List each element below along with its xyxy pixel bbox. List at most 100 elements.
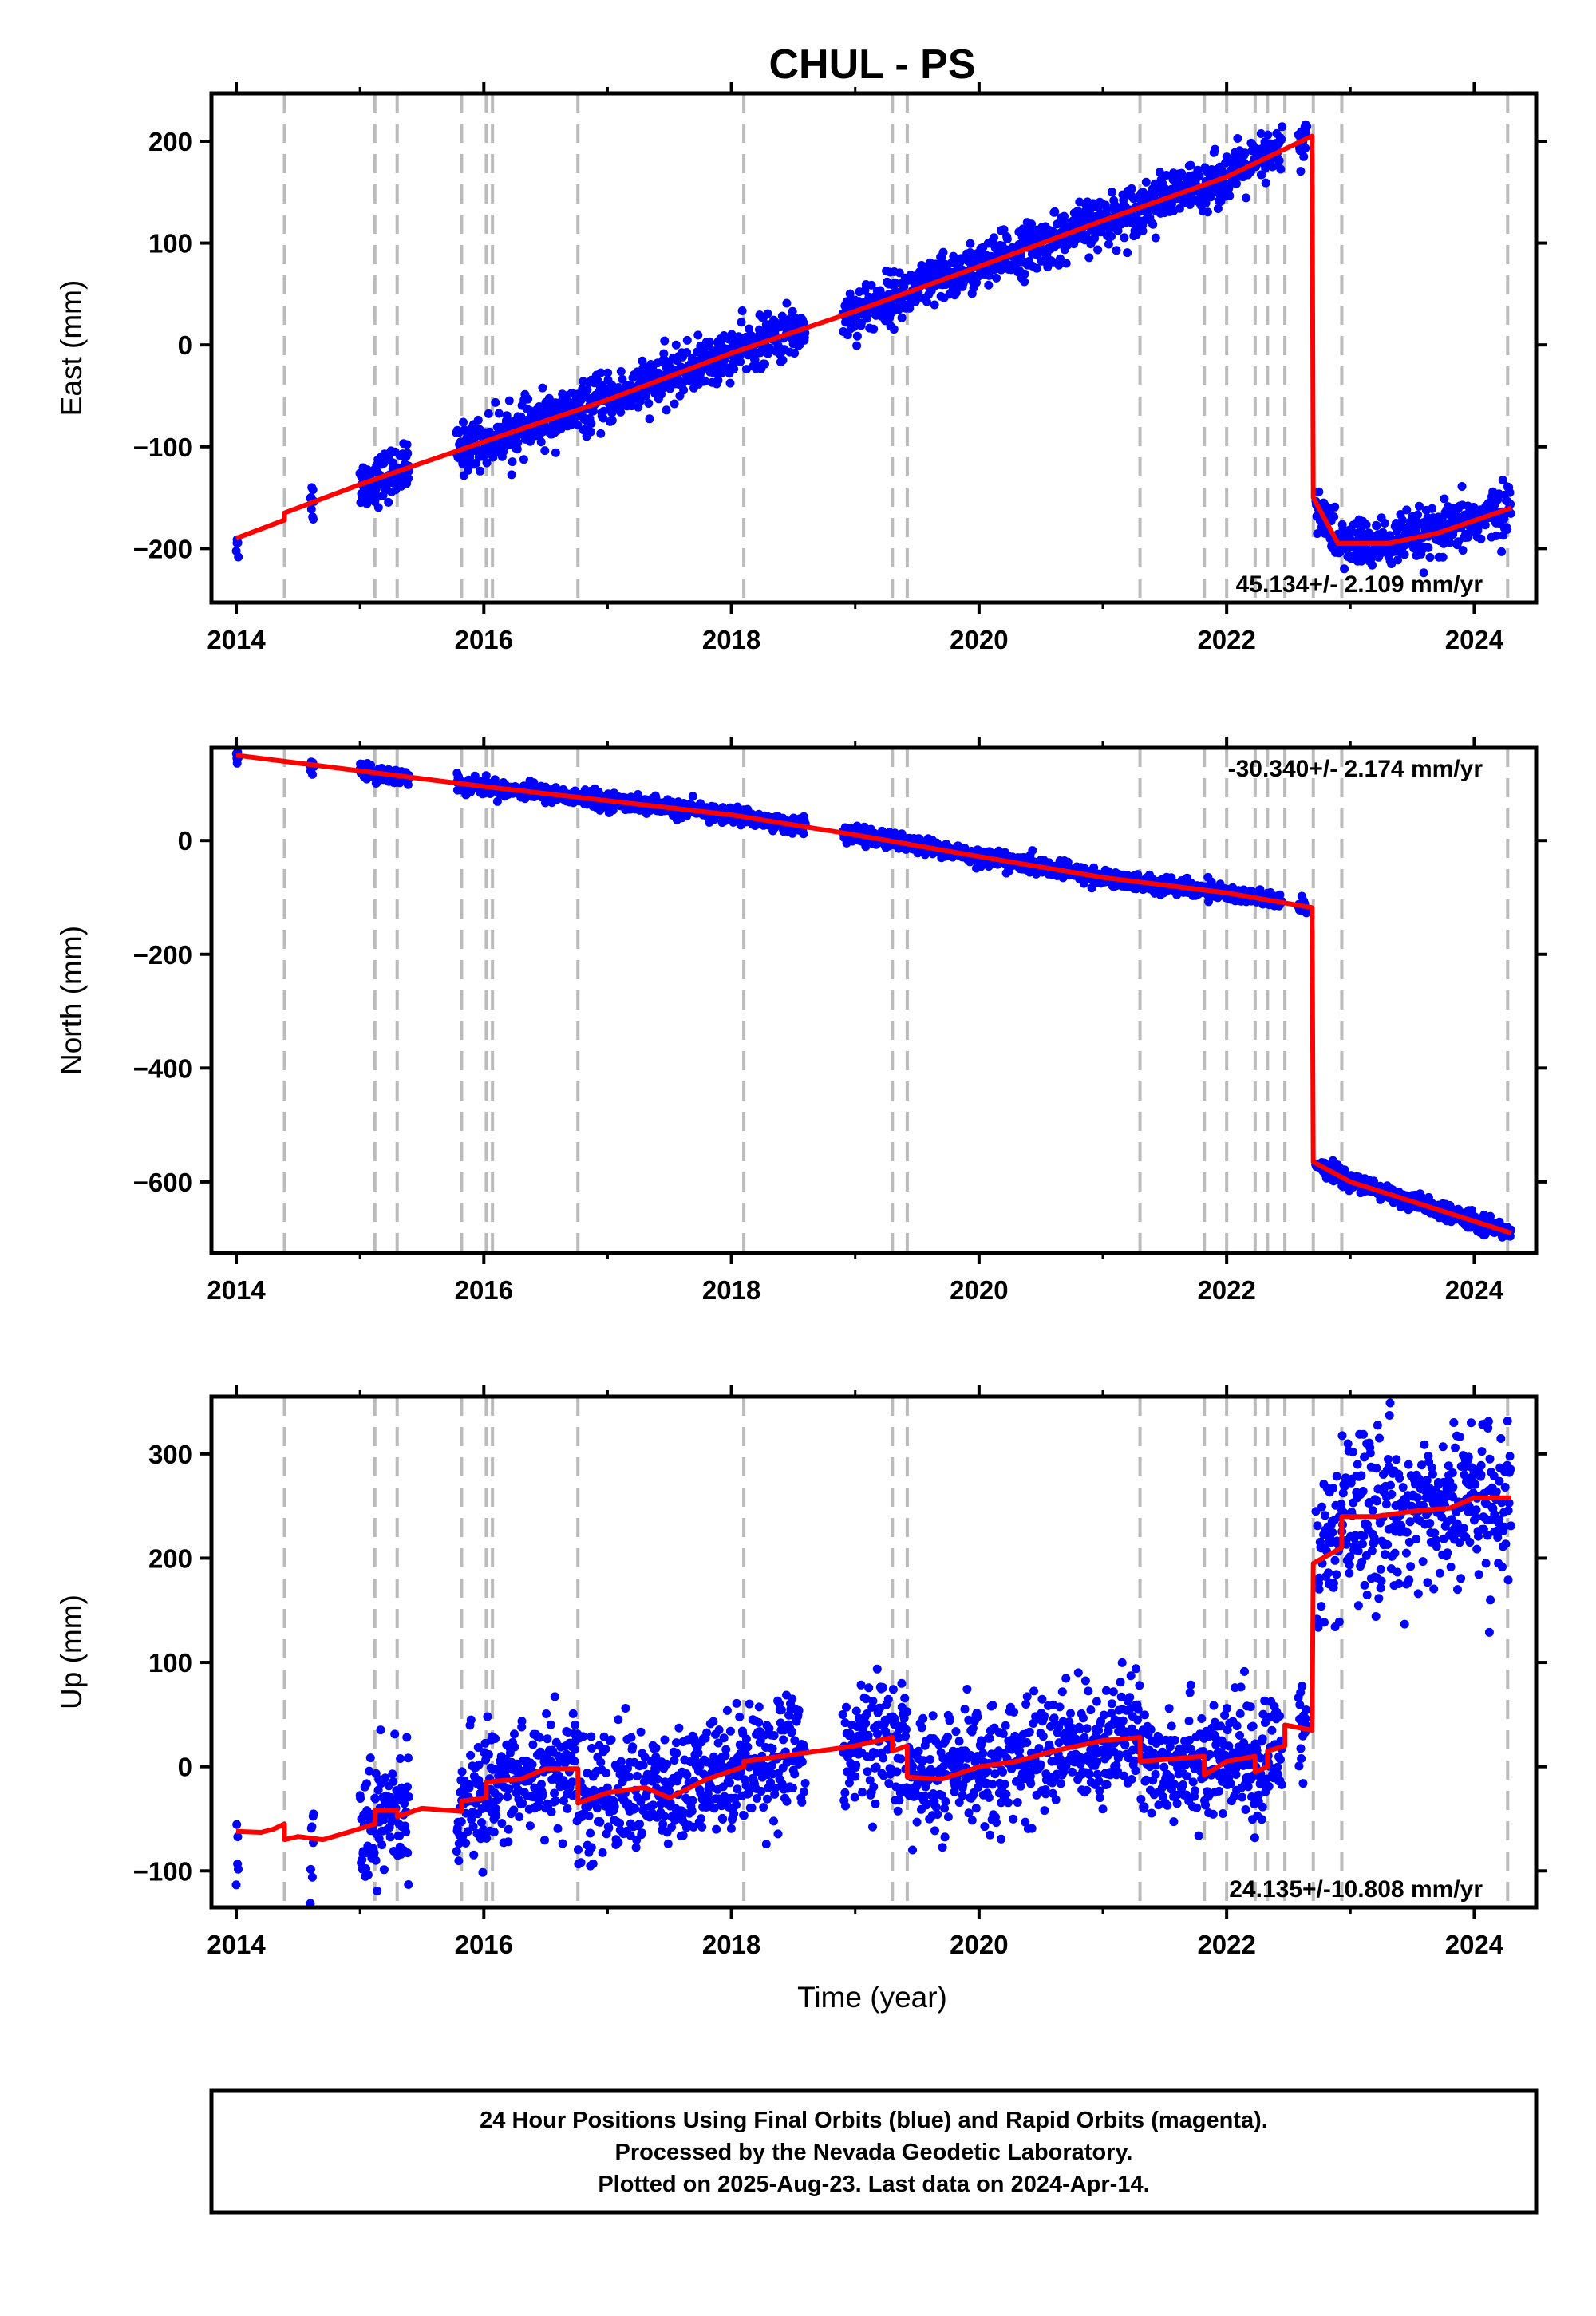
model-line	[235, 133, 1512, 546]
data-point	[679, 385, 689, 395]
data-point	[573, 421, 583, 430]
data-point	[618, 374, 627, 384]
data-point	[956, 254, 966, 263]
data-point	[466, 1715, 476, 1725]
data-point	[1104, 239, 1113, 249]
data-point	[402, 1733, 412, 1742]
data-point	[512, 445, 522, 454]
data-point	[570, 1757, 579, 1766]
data-point	[985, 271, 994, 280]
data-point	[568, 1709, 578, 1718]
data-point	[869, 324, 879, 334]
data-point	[1089, 863, 1099, 872]
data-point	[1413, 510, 1423, 520]
east-panel: 2014 2016 2018 2020 2022 2024−200−1000100200E…	[55, 82, 1547, 654]
data-point	[234, 1864, 243, 1874]
plot-frame	[209, 91, 1539, 605]
x-tick-label: 2020	[950, 625, 1008, 654]
y-tick-label: 0	[178, 826, 192, 856]
data-point	[497, 1819, 507, 1828]
data-point	[576, 1858, 586, 1867]
data-point	[645, 414, 654, 424]
data-point	[586, 427, 595, 437]
x-tick-label: 2022	[1197, 625, 1255, 654]
data-point	[1361, 520, 1371, 529]
data-point	[1277, 135, 1286, 144]
data-point	[778, 355, 788, 365]
data-point	[1255, 885, 1265, 895]
data-point	[905, 303, 915, 313]
data-point	[1445, 538, 1455, 547]
data-point	[528, 1740, 538, 1749]
data-point	[1032, 263, 1041, 273]
data-point	[644, 399, 654, 408]
data-point	[379, 1865, 389, 1875]
data-point	[546, 1720, 555, 1729]
data-point	[403, 1848, 413, 1858]
data-point	[1480, 520, 1490, 530]
data-point	[638, 356, 647, 366]
y-axis-label: East (mm)	[55, 280, 88, 417]
data-point	[587, 1843, 596, 1852]
data-point	[510, 1742, 519, 1752]
data-point	[891, 278, 900, 287]
data-point	[1204, 897, 1213, 907]
data-point	[736, 357, 745, 366]
data-point	[1396, 522, 1406, 532]
data-point	[1368, 560, 1377, 570]
data-point	[483, 1712, 492, 1721]
data-point	[306, 1899, 315, 1907]
data-point	[231, 1880, 241, 1890]
data-point	[474, 1760, 484, 1769]
data-point	[308, 769, 317, 779]
data-point	[607, 416, 617, 425]
data-point	[484, 409, 493, 418]
data-point	[966, 239, 975, 248]
data-point	[990, 233, 998, 243]
data-point	[476, 466, 485, 476]
data-point	[492, 796, 502, 806]
data-point	[558, 1839, 567, 1848]
data-point	[584, 1811, 594, 1820]
y-tick-label: −600	[133, 1168, 192, 1197]
data-point	[852, 331, 862, 341]
plot-area	[231, 748, 1515, 1253]
data-point	[535, 1733, 544, 1742]
up-panel: 2014 2016 2018 2020 2022 2024−1000100200300Up…	[55, 1385, 1547, 1959]
x-tick-label: 2016	[455, 1275, 513, 1305]
data-point	[518, 1799, 527, 1808]
data-point	[745, 324, 754, 334]
y-tick-label: −400	[133, 1053, 192, 1083]
x-tick-label: 2014	[207, 625, 266, 654]
data-point	[592, 1804, 602, 1813]
data-point	[543, 1734, 552, 1744]
data-point	[1340, 564, 1349, 574]
data-point	[563, 1804, 572, 1813]
data-point	[491, 1804, 500, 1813]
data-point	[938, 247, 948, 257]
data-point	[984, 280, 994, 290]
x-tick-label: 2020	[950, 1275, 1008, 1305]
data-point	[1120, 233, 1129, 243]
data-point	[307, 1872, 317, 1882]
data-point	[596, 429, 606, 438]
data-point	[504, 1784, 514, 1794]
model-line	[235, 753, 1512, 1235]
data-point	[1506, 500, 1515, 509]
data-point	[570, 1745, 579, 1754]
data-point	[599, 406, 608, 416]
velocity-rate-label: -30.340+/- 2.174 mm/yr	[1228, 756, 1483, 782]
y-tick-label: 0	[178, 330, 192, 360]
data-point	[713, 376, 723, 385]
data-point	[482, 1833, 492, 1843]
data-point	[1151, 233, 1160, 243]
data-point	[1061, 259, 1071, 268]
data-point	[845, 289, 855, 298]
y-tick-label: −100	[133, 433, 192, 462]
x-tick-label: 2016	[455, 625, 513, 654]
data-points	[231, 120, 1515, 578]
data-point	[1186, 160, 1195, 170]
data-point	[1503, 524, 1512, 534]
data-point	[1242, 193, 1250, 203]
data-point	[370, 1794, 380, 1804]
